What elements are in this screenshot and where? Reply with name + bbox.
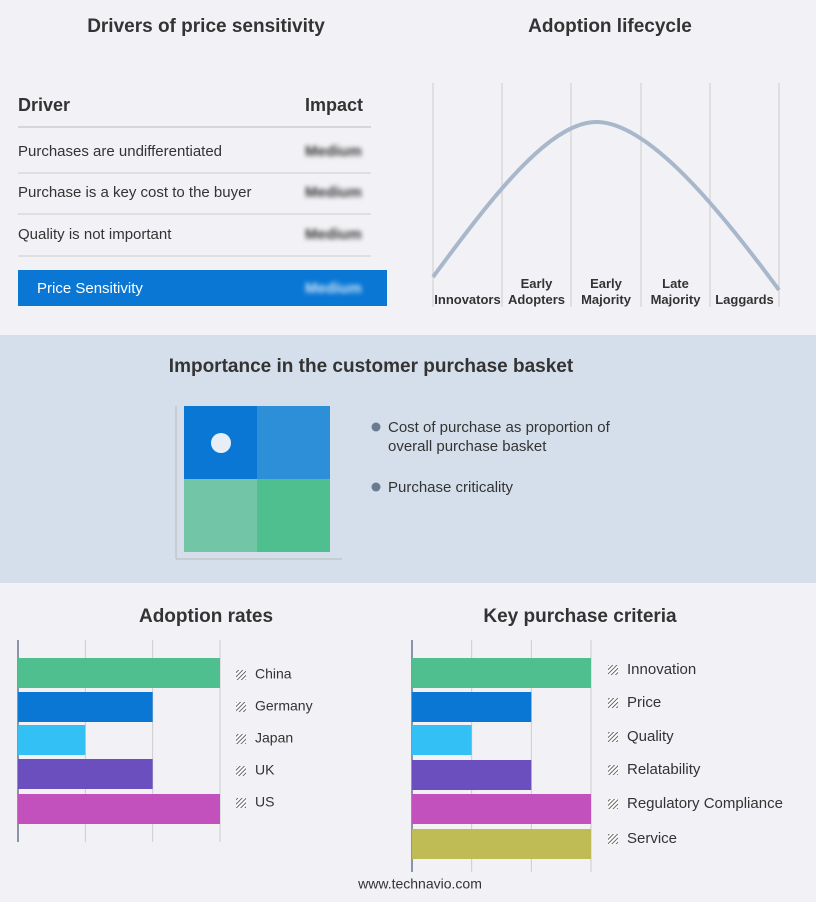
legend-label: Relatability xyxy=(627,761,701,778)
bar xyxy=(412,829,591,859)
legend-icon xyxy=(608,799,618,809)
bar xyxy=(18,725,86,755)
legend-label: Service xyxy=(627,830,677,847)
bar xyxy=(412,692,532,722)
stage-label: Innovators xyxy=(434,292,501,307)
legend-icon xyxy=(608,665,618,675)
marker xyxy=(211,433,231,453)
chart-title: Key purchase criteria xyxy=(483,606,677,627)
title: Drivers of price sensitivity xyxy=(87,16,325,37)
legend-icon xyxy=(236,798,246,808)
legend-label: Quality xyxy=(627,728,674,745)
driver: Purchases are undifferentiated xyxy=(18,143,222,160)
driver: Quality is not important xyxy=(18,226,172,243)
table-header: Impact xyxy=(305,95,363,115)
quadrant xyxy=(184,479,257,552)
stage-label: Laggards xyxy=(715,292,774,307)
legend-label: Germany xyxy=(255,698,313,714)
title: Adoption lifecycle xyxy=(528,16,692,37)
summary-row xyxy=(18,270,387,306)
bar xyxy=(412,725,472,755)
legend-icon xyxy=(236,766,246,776)
legend-label: Regulatory Compliance xyxy=(627,795,783,812)
summary-impact: Medium xyxy=(305,280,362,297)
bar xyxy=(18,658,220,688)
bar xyxy=(412,760,532,790)
legend-icon xyxy=(608,834,618,844)
driver: Purchase is a key cost to the buyer xyxy=(18,184,251,201)
legend-icon xyxy=(608,732,618,742)
stage-label: Early Adopters xyxy=(507,276,566,307)
bullet xyxy=(371,422,381,432)
legend-icon xyxy=(236,670,246,680)
quadrant xyxy=(257,406,330,479)
stage-label: Early Majority xyxy=(581,276,631,307)
bar xyxy=(18,692,153,722)
legend-text: Purchase criticality xyxy=(388,479,514,496)
impact: Medium xyxy=(305,143,362,160)
legend-label: China xyxy=(255,666,292,682)
footer: www.technavio.com xyxy=(357,876,482,892)
summary-label: Price Sensitivity xyxy=(37,280,143,297)
legend-label: Price xyxy=(627,694,661,711)
legend-label: US xyxy=(255,794,274,810)
bar xyxy=(412,794,591,824)
quadrant xyxy=(257,479,330,552)
table-header: Driver xyxy=(18,95,70,115)
lifecycle-grid xyxy=(432,83,780,307)
stage-label: Late Majority xyxy=(650,276,701,307)
legend-text: Cost of purchase as proportion of overal… xyxy=(388,419,610,455)
band xyxy=(0,335,816,583)
bar xyxy=(412,658,591,688)
legend-label: UK xyxy=(255,762,275,778)
legend-label: Innovation xyxy=(627,661,696,678)
legend-icon xyxy=(236,734,246,744)
bar xyxy=(18,794,220,824)
adoption-curve xyxy=(431,119,781,292)
legend-icon xyxy=(608,698,618,708)
legend-icon xyxy=(236,702,246,712)
chart-title: Adoption rates xyxy=(139,606,273,627)
impact: Medium xyxy=(305,184,362,201)
bullet xyxy=(371,482,381,492)
legend-icon xyxy=(608,765,618,775)
title: Importance in the customer purchase bask… xyxy=(169,356,574,377)
bar xyxy=(18,759,153,789)
impact: Medium xyxy=(305,226,362,243)
legend-label: Japan xyxy=(255,730,293,746)
